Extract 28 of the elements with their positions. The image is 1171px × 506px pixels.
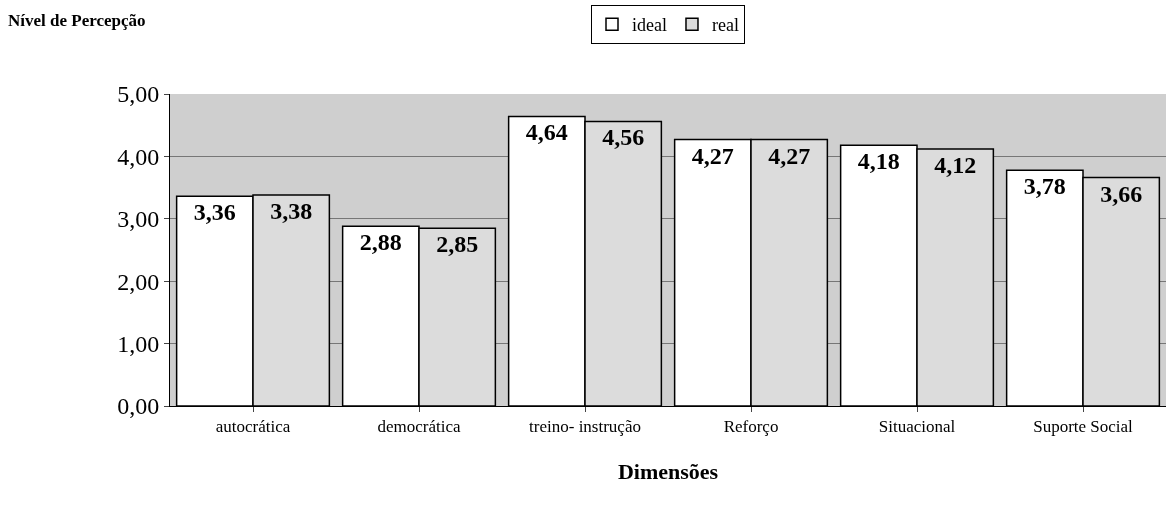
data-label: 4,18 <box>857 148 900 175</box>
x-tick-label: Situacional <box>878 417 956 437</box>
data-label: 4,64 <box>525 119 568 146</box>
legend-label: ideal <box>632 15 667 36</box>
data-label: 4,12 <box>934 151 977 178</box>
data-label: 3,78 <box>1023 173 1066 200</box>
data-label: 3,36 <box>193 199 236 226</box>
data-label: 2,85 <box>436 231 479 258</box>
x-tick-label: treino- instrução <box>529 417 641 437</box>
y-tick-label: 3,00 <box>117 206 160 233</box>
data-label: 3,38 <box>270 198 313 225</box>
legend-label: real <box>711 15 739 36</box>
x-tick-label: autocrática <box>215 417 291 437</box>
y-axis-title: Nível de Percepção <box>8 11 146 30</box>
data-label: 4,27 <box>768 142 811 169</box>
y-tick-label: 1,00 <box>117 331 160 357</box>
y-tick-label: 5,00 <box>117 81 160 108</box>
y-tick-label: 2,00 <box>117 268 160 295</box>
x-tick-label: Reforço <box>723 417 779 437</box>
x-tick-label: democrática <box>377 417 461 437</box>
data-label: 4,56 <box>602 124 645 151</box>
data-label: 3,66 <box>1100 180 1143 207</box>
x-axis-title: Dimensões <box>617 459 719 485</box>
x-tick-label: Suporte Social <box>1033 417 1134 437</box>
data-label: 2,88 <box>359 229 402 256</box>
y-tick-label: 0,00 <box>117 393 160 420</box>
data-label: 4,27 <box>691 142 734 169</box>
y-tick-label: 4,00 <box>117 143 160 170</box>
